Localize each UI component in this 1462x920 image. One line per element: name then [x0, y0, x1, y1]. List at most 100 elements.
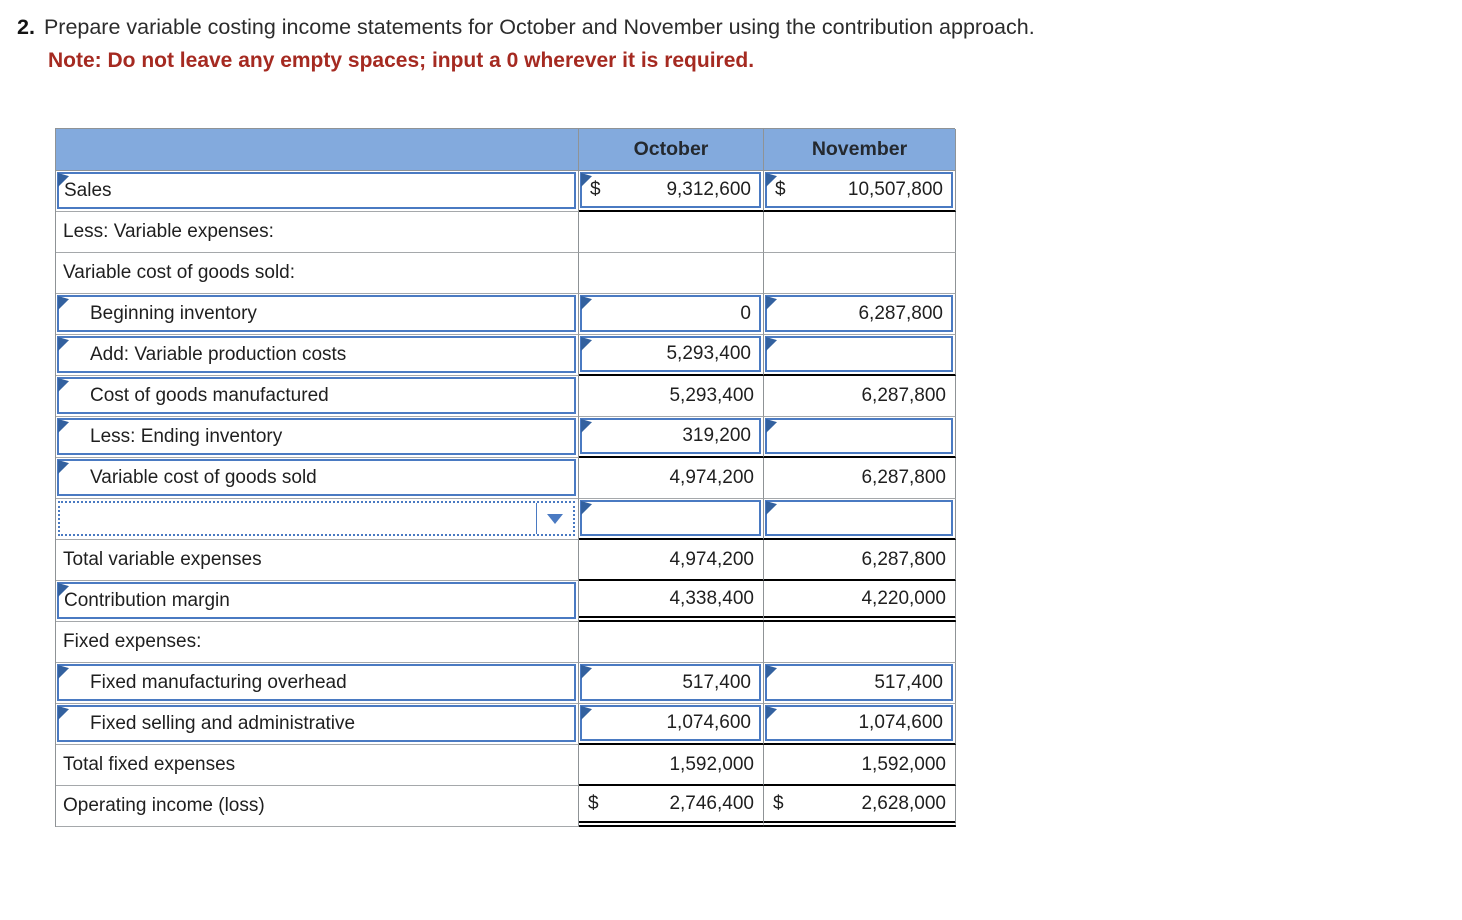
row-label: Less: Variable expenses:: [63, 221, 274, 242]
table-row-less-ending-inventory: Less: Ending inventory 319,200: [56, 417, 956, 458]
table-row-fixed-selling-and-administrative: Fixed selling and administrative 1,074,60…: [56, 704, 956, 745]
label-cell-cost-of-goods-manufactured: Cost of goods manufactured: [56, 376, 579, 417]
question-note: Note: Do not leave any empty spaces; inp…: [48, 49, 755, 72]
label-input-beginning-inventory[interactable]: Beginning inventory: [57, 295, 576, 332]
label-input-cost-of-goods-manufactured[interactable]: Cost of goods manufactured: [57, 377, 576, 414]
amount-input-fixed-manufacturing-overhead-november[interactable]: 517,400: [765, 664, 953, 701]
amount: 1,592,000: [579, 754, 763, 776]
amount-value: 5,293,400: [669, 385, 754, 406]
label-cell-less-ending-inventory: Less: Ending inventory: [56, 417, 579, 458]
value-cell-fixed-expenses-november: [764, 622, 956, 663]
label-input-contribution-margin[interactable]: Contribution margin: [57, 582, 576, 619]
amount-value: 1,074,600: [858, 712, 943, 733]
label-input-less-ending-inventory[interactable]: Less: Ending inventory: [57, 418, 576, 455]
input-cell-fixed-manufacturing-overhead-november: 517,400: [764, 663, 956, 704]
line-item-dropdown[interactable]: [58, 501, 575, 536]
label-cell-dropdown-row: [56, 499, 579, 540]
amount: 1,074,600: [582, 712, 759, 734]
label-input-variable-cost-of-goods-sold[interactable]: Variable cost of goods sold: [57, 459, 576, 496]
amount-value: 6,287,800: [858, 302, 943, 324]
amount: 4,338,400: [579, 588, 763, 610]
amount-input-add-variable-production-costs-october[interactable]: 5,293,400: [580, 336, 761, 372]
amount: 4,974,200: [579, 549, 763, 571]
answer-flag-icon: [766, 173, 777, 187]
amount-value: 1,592,000: [669, 753, 754, 775]
label-cell-add-variable-production-costs: Add: Variable production costs: [56, 335, 579, 376]
amount-value: 9,312,600: [666, 179, 751, 200]
answer-flag-icon: [58, 173, 69, 187]
amount-input-fixed-selling-and-administrative-november[interactable]: 1,074,600: [765, 705, 953, 741]
amount: 6,287,800: [764, 467, 955, 489]
amount-input-sales-october[interactable]: $9,312,600: [580, 172, 761, 208]
amount-value: 319,200: [682, 425, 751, 446]
answer-flag-icon: [581, 665, 592, 679]
table-row-variable-cost-of-goods-sold: Variable cost of goods sold:: [56, 253, 956, 294]
input-cell-dropdown-row-october: [579, 499, 764, 540]
answer-flag-icon: [58, 706, 69, 720]
amount-value: 6,287,800: [861, 467, 946, 488]
label-input-add-variable-production-costs[interactable]: Add: Variable production costs: [57, 336, 576, 373]
amount-value: 1,074,600: [666, 712, 751, 733]
value-cell-contribution-margin-october: 4,338,400: [579, 581, 764, 622]
row-label: Total variable expenses: [63, 549, 262, 570]
input-cell-sales-november: $10,507,800: [764, 171, 956, 212]
input-cell-add-variable-production-costs-october: 5,293,400: [579, 335, 764, 376]
amount: $10,507,800: [767, 179, 951, 201]
amount-input-less-ending-inventory-october[interactable]: 319,200: [580, 418, 761, 454]
answer-flag-icon: [766, 296, 777, 310]
amount-value: 5,293,400: [666, 343, 751, 364]
label-input-fixed-selling-and-administrative[interactable]: Fixed selling and administrative: [57, 705, 576, 742]
amount-value: 4,338,400: [669, 587, 754, 609]
dropdown-arrow-button[interactable]: [536, 503, 573, 534]
row-label: Contribution margin: [64, 589, 230, 611]
row-label: Variable cost of goods sold: [90, 466, 317, 488]
amount-input-fixed-selling-and-administrative-october[interactable]: 1,074,600: [580, 705, 761, 741]
answer-flag-icon: [766, 419, 777, 433]
table-row-dropdown-row: [56, 499, 956, 540]
label-cell-variable-cost-of-goods-sold: Variable cost of goods sold:: [56, 253, 579, 294]
header-october: October: [579, 129, 764, 171]
amount: 0: [582, 303, 759, 325]
label-input-fixed-manufacturing-overhead[interactable]: Fixed manufacturing overhead: [57, 664, 576, 701]
row-label: Operating income (loss): [63, 795, 265, 816]
amount-input-dropdown-row-october[interactable]: [580, 500, 761, 536]
currency-symbol: $: [775, 179, 786, 200]
label-input-sales[interactable]: Sales: [57, 172, 576, 209]
amount-value: 1,592,000: [861, 753, 946, 775]
row-label: Beginning inventory: [90, 302, 257, 324]
row-label: Variable cost of goods sold:: [63, 262, 296, 283]
amount-input-beginning-inventory-october[interactable]: 0: [580, 295, 761, 332]
table-row-sales: Sales $9,312,600 $10,507,800: [56, 171, 956, 212]
row-label: Total fixed expenses: [63, 754, 236, 775]
amount-input-fixed-manufacturing-overhead-october[interactable]: 517,400: [580, 664, 761, 701]
question-number: 2.: [17, 15, 35, 39]
amount: $2,746,400: [579, 793, 763, 815]
table-row-operating-income-loss: Operating income (loss) $2,746,400 $2,628,…: [56, 786, 956, 827]
input-cell-add-variable-production-costs-november: [764, 335, 956, 376]
input-cell-fixed-selling-and-administrative-november: 1,074,600: [764, 704, 956, 745]
amount-input-sales-november[interactable]: $10,507,800: [765, 172, 953, 208]
value-cell-total-fixed-expenses-november: 1,592,000: [764, 745, 956, 786]
amount-input-beginning-inventory-november[interactable]: 6,287,800: [765, 295, 953, 332]
table-row-contribution-margin: Contribution margin 4,338,400 4,220,000: [56, 581, 956, 622]
amount-input-add-variable-production-costs-november[interactable]: [765, 336, 953, 372]
label-cell-total-variable-expenses: Total variable expenses: [56, 540, 579, 581]
amount: 4,974,200: [579, 467, 763, 489]
input-cell-fixed-manufacturing-overhead-october: 517,400: [579, 663, 764, 704]
table-row-variable-cost-of-goods-sold: Variable cost of goods sold 4,974,200 6,28…: [56, 458, 956, 499]
table-row-total-variable-expenses: Total variable expenses 4,974,200 6,287,80…: [56, 540, 956, 581]
label-cell-total-fixed-expenses: Total fixed expenses: [56, 745, 579, 786]
amount-value: 6,287,800: [861, 548, 946, 570]
table-row-fixed-expenses: Fixed expenses:: [56, 622, 956, 663]
value-cell-less-variable-expenses-november: [764, 212, 956, 253]
amount-value: 4,220,000: [861, 587, 946, 609]
question-body: Prepare variable costing income statemen…: [43, 15, 1035, 39]
amount-input-dropdown-row-november[interactable]: [765, 500, 953, 536]
label-cell-fixed-selling-and-administrative: Fixed selling and administrative: [56, 704, 579, 745]
answer-flag-icon: [581, 173, 592, 187]
value-cell-less-variable-expenses-october: [579, 212, 764, 253]
amount-input-less-ending-inventory-november[interactable]: [765, 418, 953, 454]
input-cell-dropdown-row-november: [764, 499, 956, 540]
currency-symbol: $: [773, 792, 784, 814]
answer-flag-icon: [58, 378, 69, 392]
